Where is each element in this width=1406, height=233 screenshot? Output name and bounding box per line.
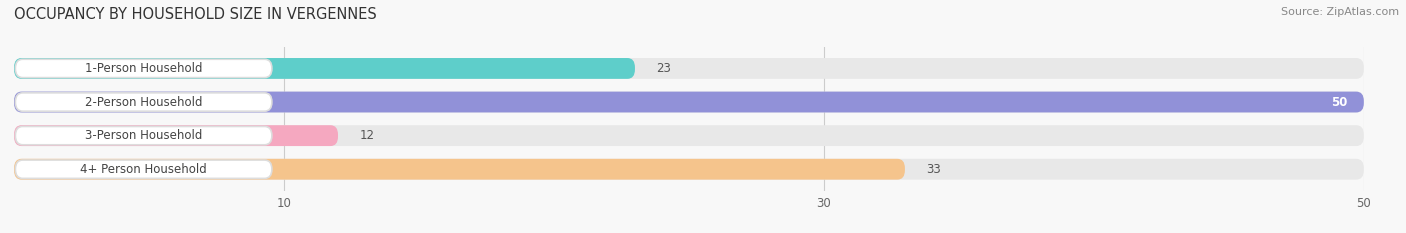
FancyBboxPatch shape [14,92,1364,113]
Text: Source: ZipAtlas.com: Source: ZipAtlas.com [1281,7,1399,17]
Text: 4+ Person Household: 4+ Person Household [80,163,207,176]
Text: OCCUPANCY BY HOUSEHOLD SIZE IN VERGENNES: OCCUPANCY BY HOUSEHOLD SIZE IN VERGENNES [14,7,377,22]
Text: 50: 50 [1331,96,1347,109]
FancyBboxPatch shape [14,58,636,79]
Text: 3-Person Household: 3-Person Household [84,129,202,142]
FancyBboxPatch shape [14,125,337,146]
Text: 23: 23 [657,62,672,75]
Text: 33: 33 [927,163,941,176]
FancyBboxPatch shape [15,127,271,145]
FancyBboxPatch shape [14,125,1364,146]
FancyBboxPatch shape [15,93,271,111]
FancyBboxPatch shape [15,160,271,178]
FancyBboxPatch shape [14,159,1364,180]
FancyBboxPatch shape [14,92,1364,113]
Text: 1-Person Household: 1-Person Household [84,62,202,75]
FancyBboxPatch shape [14,58,1364,79]
Text: 2-Person Household: 2-Person Household [84,96,202,109]
FancyBboxPatch shape [15,59,271,78]
FancyBboxPatch shape [14,159,905,180]
Text: 12: 12 [360,129,374,142]
